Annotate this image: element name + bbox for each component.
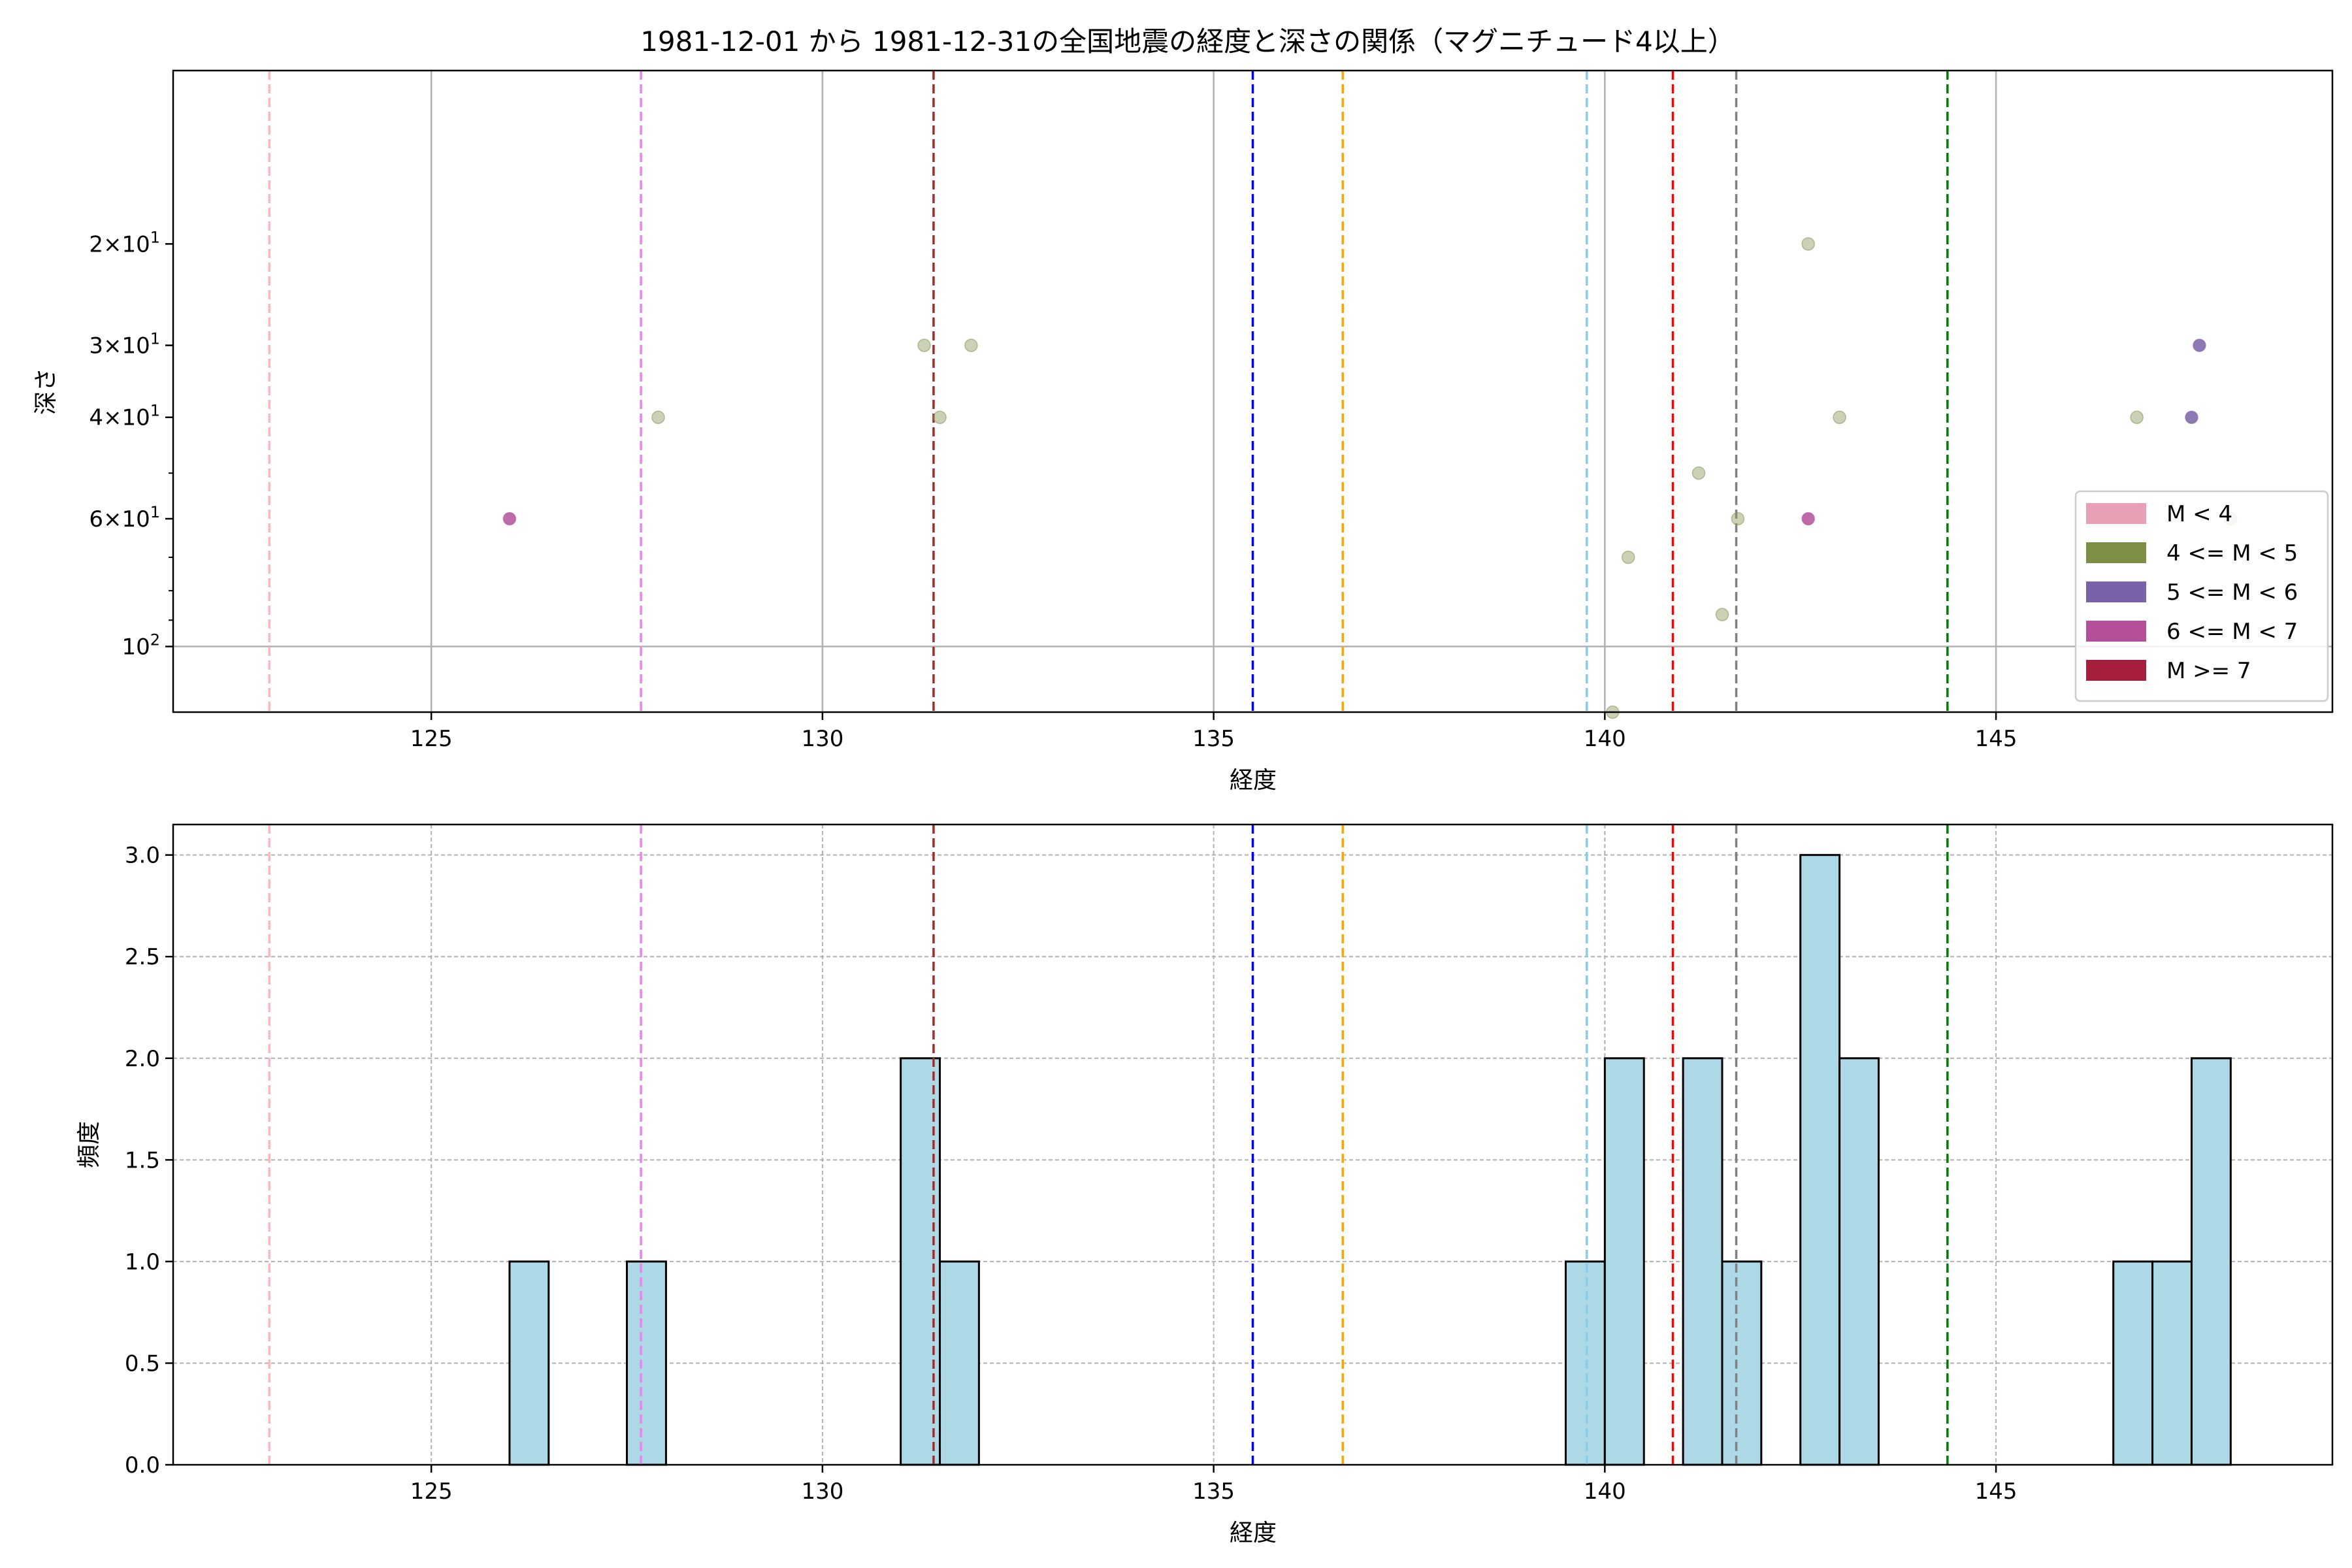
scatter-point [1622,550,1635,564]
scatter-y-tick-label: 3×101 [89,330,160,359]
histogram-bars [508,854,2232,1466]
scatter-x-ticks: 125 130 135 140 145 [410,712,2017,752]
scatter-grid [173,71,2332,712]
legend-label: M < 4 [2166,501,2232,527]
histogram-panel: 125 130 135 140 145 0.0 0.5 1.0 1.5 2.0 2.5 3.0 経度… [76,823,2334,1546]
histogram-y-tick-label: 2.0 [125,1046,160,1072]
scatter-point [933,410,947,424]
legend-label: 4 <= M < 5 [2166,540,2298,566]
scatter-point [1833,410,1846,424]
legend-label: 5 <= M < 6 [2166,580,2298,606]
histogram-y-tick-label: 3.0 [125,843,160,869]
scatter-x-tick-label: 125 [410,726,453,752]
histogram-bar [1721,1260,1763,1466]
scatter-point [1691,466,1706,480]
scatter-point [1801,512,1815,526]
histogram-bar [1838,1057,1880,1466]
histogram-bar [2151,1260,2193,1466]
histogram-plot-frame [172,823,2334,1466]
scatter-y-tick-label: 2×101 [89,228,160,257]
scatter-point [651,410,665,424]
histogram-y-tick-label: 1.5 [125,1147,160,1173]
histogram-y-tick-label: 0.0 [125,1452,160,1478]
histogram-bar [2190,1057,2232,1466]
histogram-x-tick-label: 125 [410,1478,453,1505]
legend-swatch [2086,503,2146,524]
scatter-y-tick-label: 6×101 [89,503,160,532]
scatter-point [502,512,517,526]
histogram-bar [1799,854,1841,1466]
histogram-y-tick-label: 2.5 [125,944,160,970]
scatter-x-tick-label: 145 [1975,726,2017,752]
legend-label: 6 <= M < 7 [2166,619,2298,645]
scatter-point [1715,608,1729,621]
scatter-point [2130,410,2144,424]
histogram-bar [626,1260,667,1466]
legend-label: M >= 7 [2166,658,2251,684]
scatter-point [917,338,931,352]
scatter-y-tick-label: 102 [122,631,160,661]
legend-swatch [2086,581,2146,602]
scatter-x-tick-label: 130 [801,726,843,752]
histogram-x-tick-label: 130 [801,1478,843,1505]
legend-swatch [2086,542,2146,563]
legend-swatch [2086,660,2146,681]
histogram-y-axis-label: 頻度 [76,1121,103,1168]
histogram-bar [939,1260,980,1466]
figure-title: 1981-12-01 から 1981-12-31の全国地震の経度と深さの関係（マ… [640,25,1735,57]
histogram-x-ticks: 125 130 135 140 145 [410,1465,2017,1505]
histogram-x-tick-label: 145 [1975,1478,2017,1505]
scatter-point [1731,512,1745,526]
histogram-x-tick-label: 140 [1584,1478,1626,1505]
legend: M < 4 4 <= M < 5 5 <= M < 6 6 <= M < 7 M >= … [2074,490,2329,702]
scatter-y-ticks: 2×101 3×101 4×101 6×101 102 [89,228,173,661]
scatter-x-tick-label: 140 [1584,726,1626,752]
scatter-point [2185,410,2198,424]
histogram-bar [900,1057,941,1466]
histogram-y-ticks: 0.0 0.5 1.0 1.5 2.0 2.5 3.0 [125,843,173,1478]
scatter-y-tick-label: 4×101 [89,402,160,431]
scatter-panel: 125 130 135 140 145 2×1013×1014×1016×101102 … [33,69,2334,794]
histogram-bar [508,1260,550,1466]
scatter-x-axis-label: 経度 [1230,767,1277,794]
histogram-bar [1564,1260,1606,1466]
scatter-plot-frame [172,69,2334,713]
histogram-y-tick-label: 0.5 [125,1350,160,1377]
histogram-bar [2112,1260,2154,1466]
histogram-bar [1682,1057,1723,1466]
legend-swatch [2086,621,2146,642]
scatter-point [2193,338,2206,352]
histogram-reference-lines [268,825,1949,1465]
scatter-point [964,338,978,352]
histogram-x-tick-label: 135 [1192,1478,1235,1505]
histogram-bar [1603,1057,1645,1466]
histogram-y-tick-label: 1.0 [125,1249,160,1275]
histogram-x-axis-label: 経度 [1230,1520,1277,1546]
scatter-point [1801,237,1815,251]
scatter-y-axis-label: 深さ [33,368,59,415]
scatter-reference-lines [268,71,1949,712]
scatter-x-tick-label: 135 [1192,726,1235,752]
